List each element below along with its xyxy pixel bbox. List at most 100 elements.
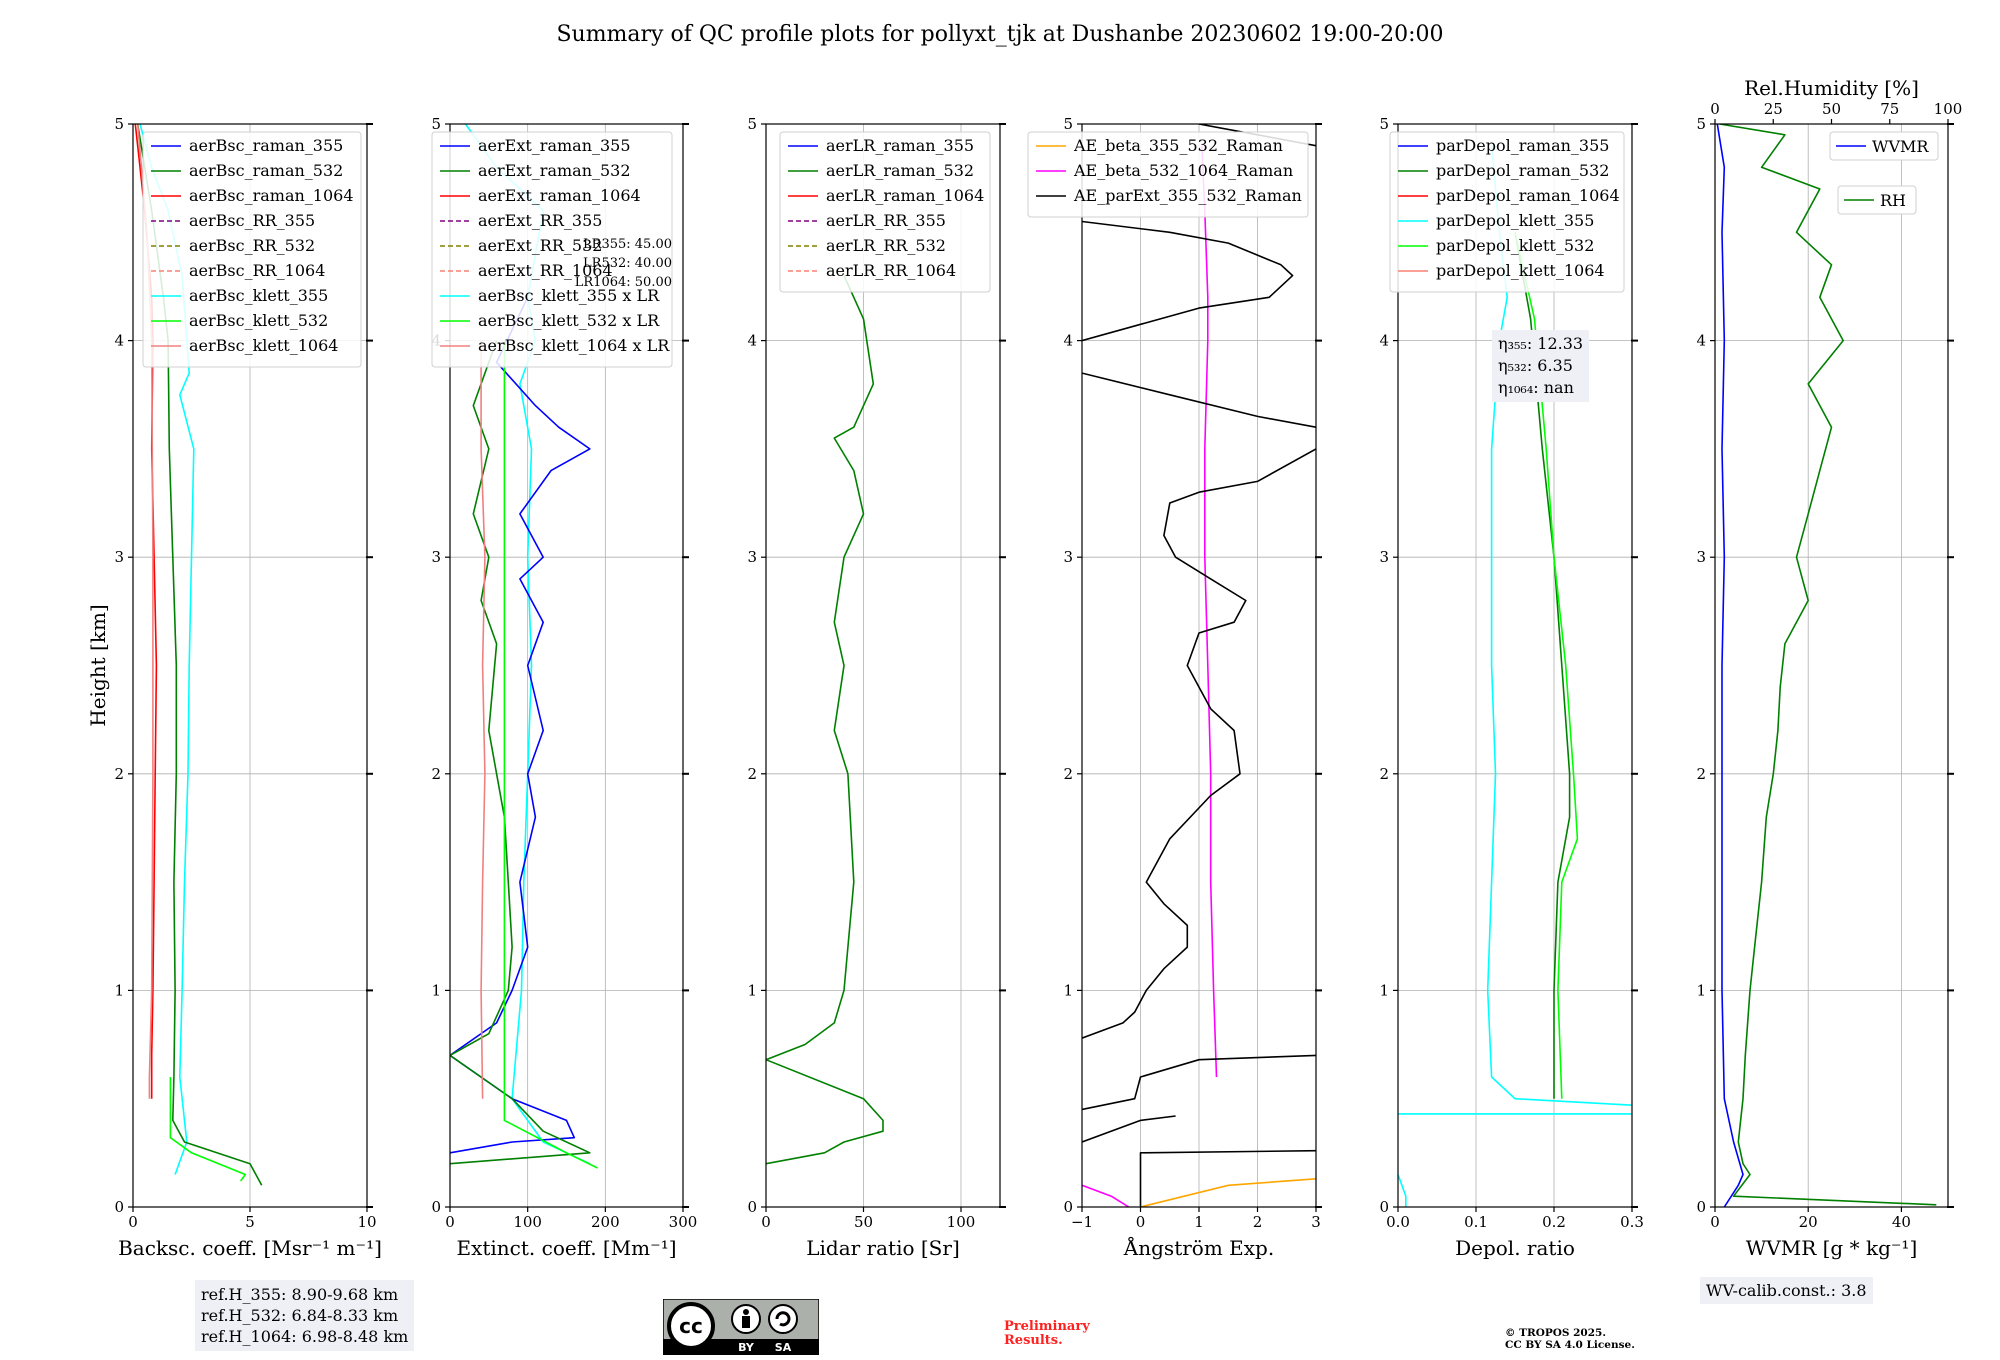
legend-box (431, 131, 673, 368)
series-ae-beta-532-1064-raman (1201, 145, 1218, 1078)
x-tick-label: 20 (1799, 1213, 1818, 1231)
x-tick-label: −1 (1071, 1213, 1093, 1231)
top-axis-label: Rel.Humidity [%] (1744, 76, 1919, 100)
legend-label: AE_beta_532_1064_Raman (1073, 161, 1293, 180)
y-tick-label: 4 (114, 332, 124, 350)
legend-label: aerExt_raman_1064 (478, 186, 641, 205)
legend-label: AE_parExt_355_532_Raman (1073, 186, 1302, 205)
y-tick-label: 4 (1063, 332, 1073, 350)
series-aerext-raman-355 (450, 296, 591, 1154)
y-tick-label: 5 (431, 115, 441, 133)
legend-label: aerLR_RR_532 (826, 236, 946, 255)
y-tick-label: 4 (1379, 332, 1389, 350)
top-x-tick-label: 50 (1822, 100, 1841, 118)
x-tick-label: 0 (445, 1213, 455, 1231)
reference-height-box: ref.H_355: 8.90-9.68 km ref.H_532: 6.84-… (195, 1280, 415, 1351)
y-tick-label: 0 (747, 1198, 757, 1216)
lidar-ratio-label: LR532: 40.00 (583, 256, 672, 271)
series-ae-parext-355-532-raman-base- (1139, 1149, 1316, 1207)
legend-label: RH (1880, 191, 1906, 210)
axes-frame (1714, 123, 1949, 1208)
y-tick-label: 3 (1696, 548, 1706, 566)
lidar-ratio-label: LR1064: 50.00 (575, 275, 672, 290)
axes-frame (765, 123, 1001, 1208)
legend-box (1389, 131, 1625, 293)
legend-label: parDepol_raman_1064 (1436, 186, 1620, 205)
legend-label: parDepol_klett_1064 (1436, 261, 1605, 280)
y-tick-label: 2 (1696, 765, 1706, 783)
cc-license-badge-icon: cc BY SA (663, 1299, 819, 1355)
x-axis-label: WVMR [g * kg⁻¹] (1746, 1236, 1918, 1260)
y-tick-label: 1 (431, 981, 441, 999)
y-tick-label: 0 (1063, 1198, 1073, 1216)
legend-label: aerBsc_raman_355 (189, 136, 343, 155)
top-x-tick-label: 75 (1880, 100, 1899, 118)
legend-label: aerExt_RR_1064 (478, 261, 613, 280)
copyright-note: © TROPOS 2025. CC BY SA 4.0 License. (1505, 1327, 1635, 1351)
series-ae-parext-355-532-raman-main- (1082, 372, 1316, 428)
y-tick-label: 3 (1063, 548, 1073, 566)
x-tick-label: 2 (1253, 1213, 1263, 1231)
y-tick-label: 2 (431, 765, 441, 783)
y-tick-label: 3 (431, 548, 441, 566)
wv-calib-box: WV-calib.const.: 3.8 (1700, 1277, 1873, 1304)
ref-height-355: ref.H_355: 8.90-9.68 km (201, 1285, 399, 1304)
y-tick-label: 0 (1379, 1198, 1389, 1216)
y-tick-label: 1 (747, 981, 757, 999)
ref-height-1064: ref.H_1064: 6.98-8.48 km (201, 1327, 409, 1346)
legend-label: aerBsc_klett_532 x LR (478, 311, 660, 330)
legend-label: aerBsc_klett_532 (189, 311, 328, 330)
panel-depol: 0 1 2 3 4 5 0.0 0.1 0.2 0.3 Depol. ratio parDepol_r… (1379, 115, 1643, 1260)
x-tick-label: 100 (513, 1213, 542, 1231)
top-x-tick-label: 25 (1764, 100, 1783, 118)
panel-ext: 0123450100200300Extinct. coeff. [Mm⁻¹]ae… (431, 115, 697, 1260)
preliminary-note: Preliminary Results. (1004, 1320, 1090, 1348)
legend-label: aerLR_RR_1064 (826, 261, 956, 280)
y-tick-label: 4 (1696, 332, 1706, 350)
legend-box (779, 131, 991, 293)
series-wvmr (1716, 124, 1744, 1207)
series-pardepol-klett-355-base- (1398, 1174, 1407, 1207)
x-tick-label: 0 (128, 1213, 138, 1231)
y-tick-label: 5 (1063, 115, 1073, 133)
x-axis-label: Lidar ratio [Sr] (806, 1236, 960, 1260)
x-tick-label: 10 (357, 1213, 376, 1231)
legend-label: parDepol_raman_532 (1436, 161, 1609, 180)
axes-frame (449, 123, 684, 1208)
series-ae-beta-532-1064-raman-low- (1082, 1184, 1130, 1207)
legend-label: parDepol_raman_355 (1436, 136, 1609, 155)
legend-label: aerBsc_klett_1064 (189, 336, 338, 355)
top-x-tick-label: 100 (1934, 100, 1963, 118)
legend-label: parDepol_klett_355 (1436, 211, 1594, 230)
y-tick-label: 0 (114, 1198, 124, 1216)
y-tick-label: 3 (747, 548, 757, 566)
y-tick-label: 5 (747, 115, 757, 133)
cc-badge-cc-text: cc (679, 1314, 703, 1338)
y-tick-label: 1 (1063, 981, 1073, 999)
figure-title: Summary of QC profile plots for pollyxt_… (556, 22, 1444, 47)
series-ae-parext-355-532-raman-pbl- (1082, 1054, 1316, 1111)
series-ae-parext-355-532-raman-lower- (1082, 448, 1316, 1039)
y-tick-label: 1 (1696, 981, 1706, 999)
eta-532: η₅₃₂: 6.35 (1498, 356, 1573, 375)
x-tick-label: 100 (947, 1213, 976, 1231)
series-ae-parext-355-532-raman-upper- (1082, 220, 1294, 342)
series-pardepol-klett-355 (1486, 145, 1632, 1106)
x-tick-label: 0.0 (1386, 1213, 1410, 1231)
x-axis-label: Depol. ratio (1455, 1236, 1575, 1260)
legend-label: aerExt_RR_355 (478, 211, 602, 230)
x-tick-label: 0 (1710, 1213, 1720, 1231)
y-tick-label: 5 (1379, 115, 1389, 133)
x-tick-label: 200 (591, 1213, 620, 1231)
y-tick-label: 2 (747, 765, 757, 783)
series-ae-beta-355-532-raman (1140, 1178, 1316, 1207)
legend-label: aerLR_RR_355 (826, 211, 946, 230)
y-tick-label: 5 (1696, 115, 1706, 133)
legend-label: aerLR_raman_1064 (826, 186, 984, 205)
y-tick-label: 0 (431, 1198, 441, 1216)
x-tick-label: 0.2 (1542, 1213, 1566, 1231)
